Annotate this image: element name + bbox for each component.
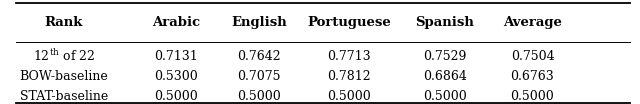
Text: Spanish: Spanish [415, 16, 474, 29]
Text: Average: Average [503, 16, 562, 29]
Text: 12$^{\mathregular{th}}$ of 22: 12$^{\mathregular{th}}$ of 22 [33, 48, 95, 64]
Text: 0.7642: 0.7642 [237, 50, 281, 63]
Text: STAT-baseline: STAT-baseline [20, 90, 108, 103]
Text: BOW-baseline: BOW-baseline [20, 71, 108, 83]
Text: 0.6763: 0.6763 [511, 71, 554, 83]
Text: 0.7075: 0.7075 [237, 71, 281, 83]
Text: Portuguese: Portuguese [307, 16, 390, 29]
Text: 0.7131: 0.7131 [154, 50, 198, 63]
Text: 0.6864: 0.6864 [423, 71, 467, 83]
Text: 0.7713: 0.7713 [327, 50, 371, 63]
Text: 0.7504: 0.7504 [511, 50, 554, 63]
Text: Rank: Rank [45, 16, 83, 29]
Text: 0.5000: 0.5000 [154, 90, 198, 103]
Text: 0.7812: 0.7812 [327, 71, 371, 83]
Text: 0.7529: 0.7529 [423, 50, 467, 63]
Text: 0.5000: 0.5000 [327, 90, 371, 103]
Text: Arabic: Arabic [152, 16, 200, 29]
Text: 0.5000: 0.5000 [511, 90, 554, 103]
Text: 0.5000: 0.5000 [237, 90, 281, 103]
Text: English: English [231, 16, 287, 29]
Text: 0.5300: 0.5300 [154, 71, 198, 83]
Text: 0.5000: 0.5000 [423, 90, 467, 103]
